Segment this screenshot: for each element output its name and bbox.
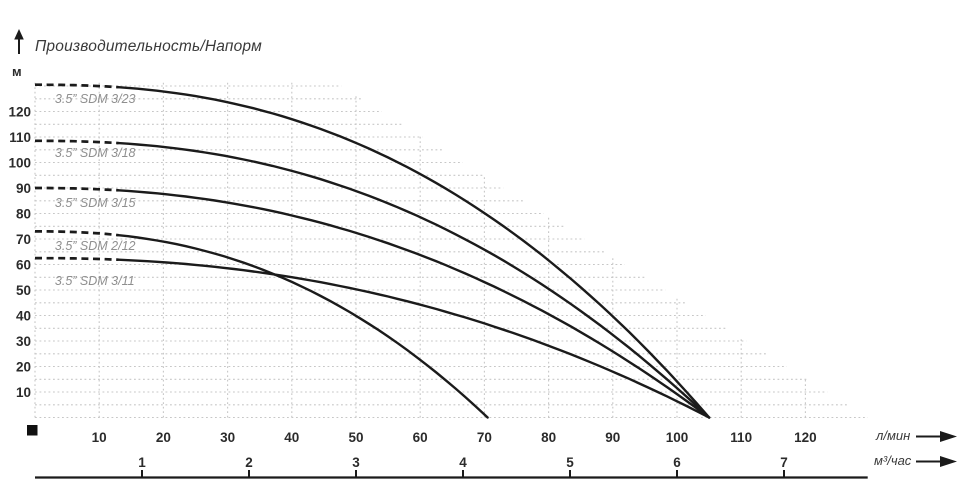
x-tick-80: 80: [541, 430, 556, 445]
pump-curve-dashed-353-15: [35, 186, 119, 192]
curve-label-353-23: 3.5” SDM 3/23: [55, 92, 136, 106]
curve-label-353-11: 3.5” SDM 3/11: [55, 274, 135, 288]
y-tick-80: 80: [16, 206, 31, 221]
x-axis-secondary-unit-label: м³/час: [874, 453, 912, 468]
x2-tick-3: 3: [352, 455, 360, 470]
y-tick-30: 30: [16, 334, 31, 349]
y-tick-120: 120: [8, 104, 31, 119]
pump-curve-353-15: [117, 189, 711, 419]
x-tick-10: 10: [92, 430, 107, 445]
x-tick-70: 70: [477, 430, 492, 445]
chart-title: Производительность/Напорм: [35, 38, 262, 55]
x-tick-30: 30: [220, 430, 235, 445]
y-tick-110: 110: [9, 130, 31, 145]
curve-label-352-12: 3.5” SDM 2/12: [55, 239, 136, 253]
y-tick-50: 50: [16, 283, 31, 298]
x-tick-90: 90: [605, 430, 620, 445]
x-tick-40: 40: [284, 430, 299, 445]
x2-tick-6: 6: [673, 455, 681, 470]
x-tick-60: 60: [413, 430, 428, 445]
x2-tick-1: 1: [138, 455, 146, 470]
pump-curve-353-18: [117, 141, 711, 419]
x2-tick-5: 5: [566, 455, 574, 470]
pump-curve-353-11: [117, 258, 711, 419]
y-tick-60: 60: [16, 257, 31, 272]
pump-curve-352-12: [117, 234, 489, 419]
x-tick-110: 110: [730, 430, 752, 445]
x-tick-20: 20: [156, 430, 171, 445]
pump-curve-dashed-353-23: [35, 83, 119, 89]
x-axis-secondary-arrow-icon: [915, 455, 959, 473]
curve-label-353-18: 3.5” SDM 3/18: [55, 146, 136, 160]
pump-curve-dashed-353-11: [35, 256, 119, 262]
curve-label-353-15: 3.5” SDM 3/15: [55, 196, 136, 210]
x-axis-primary-arrow-icon: [915, 430, 959, 448]
x-tick-50: 50: [348, 430, 363, 445]
pump-curve-dashed-352-12: [35, 230, 119, 237]
y-tick-20: 20: [16, 359, 31, 374]
y-tick-100: 100: [8, 155, 31, 170]
x-axis-primary-unit-label: л/мин: [876, 428, 911, 443]
x2-tick-7: 7: [780, 455, 788, 470]
y-axis-unit-label: м: [12, 64, 22, 79]
y-tick-70: 70: [16, 232, 31, 247]
x-tick-120: 120: [794, 430, 817, 445]
y-tick-40: 40: [16, 308, 31, 323]
x2-tick-4: 4: [459, 455, 467, 470]
origin-marker-square: [27, 425, 38, 436]
y-tick-90: 90: [16, 181, 31, 196]
x2-tick-2: 2: [245, 455, 253, 470]
pump-curve-dashed-353-18: [35, 139, 119, 145]
x-tick-100: 100: [666, 430, 689, 445]
pump-curve-353-23: [117, 86, 711, 419]
y-axis-up-arrow-icon: [12, 29, 26, 60]
y-tick-10: 10: [16, 385, 31, 400]
